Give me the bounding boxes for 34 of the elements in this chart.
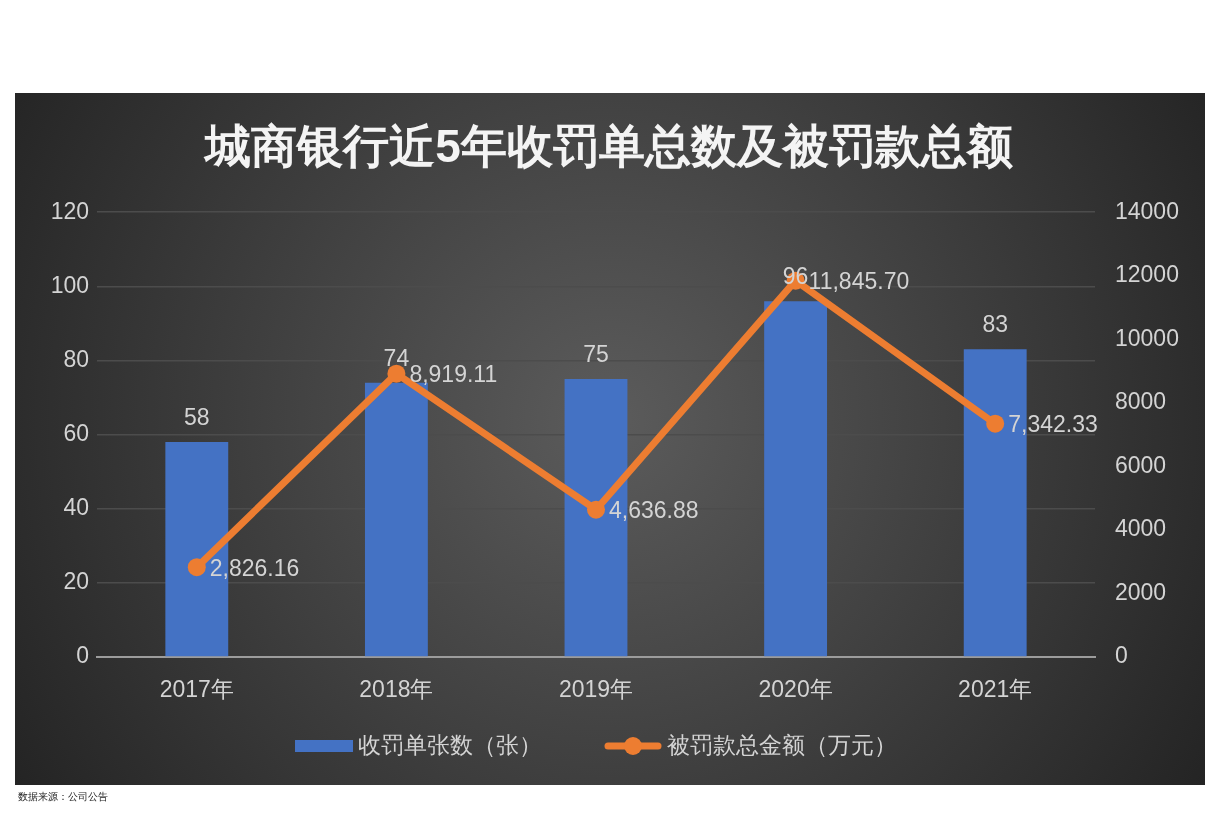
y-tick-label: 120	[50, 197, 89, 224]
y2-tick-label: 14000	[1115, 197, 1179, 224]
legend-label: 收罚单张数（张）	[358, 732, 542, 759]
x-tick-label: 2017年	[159, 676, 234, 703]
chart-title: 城商银行近5年收罚单总数及被罚款总额	[203, 120, 1013, 173]
y2-tick-label: 12000	[1115, 261, 1179, 288]
y2-tick-label: 2000	[1115, 578, 1167, 605]
x-tick-label: 2019年	[558, 676, 634, 703]
data-label: 8,919.11	[409, 360, 498, 387]
y2-tick-label: 4000	[1115, 515, 1167, 542]
y-tick-label: 0	[76, 642, 89, 669]
legend-label: 被罚款总金额（万元）	[667, 732, 897, 759]
y-tick-label: 80	[63, 345, 89, 372]
point	[587, 500, 605, 519]
data-label: 11,845.70	[808, 267, 910, 294]
data-label: 75	[583, 340, 609, 367]
bar	[764, 301, 828, 657]
y2-tick-label: 6000	[1115, 451, 1167, 478]
data-label: 74	[383, 344, 410, 371]
point	[986, 414, 1005, 433]
data-label: 83	[982, 311, 1008, 338]
x-tick-label: 2018年	[359, 676, 434, 703]
x-tick-label: 2020年	[758, 676, 833, 703]
y2-tick-label: 0	[1115, 642, 1128, 669]
y-tick-label: 40	[63, 494, 89, 521]
y-tick-label: 100	[50, 271, 89, 298]
y2-tick-label: 8000	[1115, 388, 1167, 415]
data-label: 58	[184, 403, 210, 430]
y-tick-label: 60	[63, 419, 89, 446]
y-tick-label: 20	[63, 568, 89, 595]
point	[187, 558, 206, 577]
y2-tick-label: 10000	[1115, 324, 1179, 351]
x-tick-label: 2021年	[958, 676, 1033, 703]
source-note: 数据来源：公司公告	[18, 790, 108, 802]
